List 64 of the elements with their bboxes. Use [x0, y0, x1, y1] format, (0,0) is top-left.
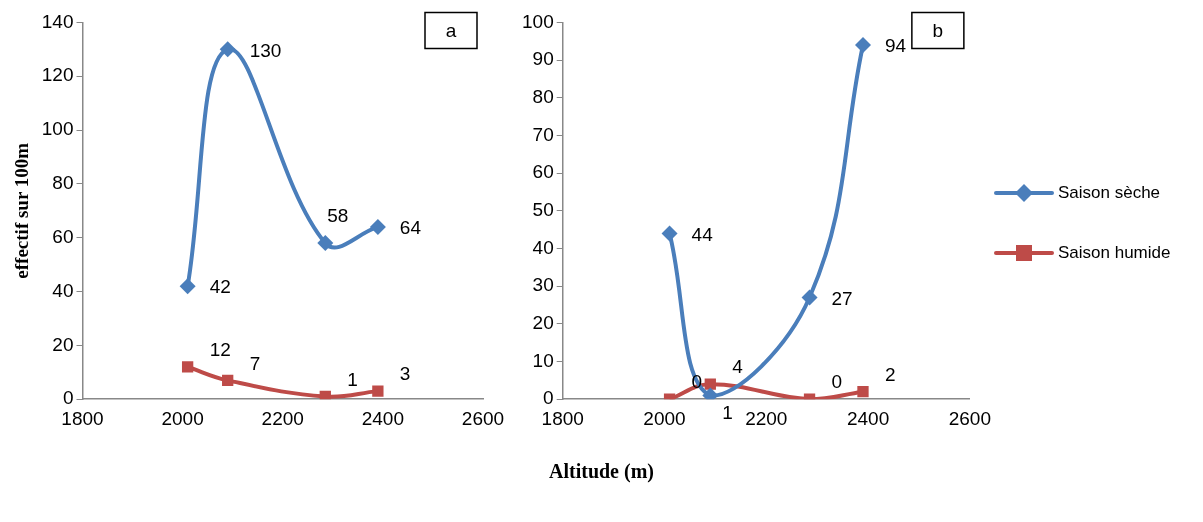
x-tick-label: 2600 [461, 407, 505, 429]
y-tick-label: 60 [52, 225, 74, 247]
y-tick-label: 10 [532, 349, 554, 371]
data-label: 7 [249, 352, 261, 374]
data-label: 0 [691, 371, 703, 393]
point [801, 289, 818, 306]
x-tick-label: 2200 [745, 407, 788, 429]
x-tick-label: 2000 [161, 407, 204, 429]
annotation: a [445, 19, 457, 41]
annotation: b [932, 19, 944, 41]
y-tick-label: 0 [62, 387, 74, 409]
point [222, 374, 234, 387]
x-tick-label: 1800 [61, 407, 104, 429]
point [181, 361, 194, 373]
y-tick-label: 30 [532, 274, 554, 296]
point [857, 386, 869, 398]
data-label: 42 [209, 276, 231, 298]
y-tick-label: 60 [532, 161, 554, 183]
x-tick-label: 1800 [541, 407, 584, 429]
x-tick-label: 2400 [846, 407, 890, 429]
y-tick-label: 40 [52, 279, 74, 301]
point [179, 278, 196, 295]
y-tick-label: 80 [52, 172, 74, 194]
point [854, 37, 871, 54]
point [704, 378, 716, 390]
legend-label: Saison humide [1058, 243, 1171, 263]
point [219, 41, 236, 58]
data-label: 58 [327, 205, 349, 227]
legend-label: Saison sèche [1058, 183, 1161, 203]
y-tick-label: 80 [532, 85, 554, 107]
y-tick-label: 20 [52, 333, 74, 355]
data-label: 1 [722, 401, 733, 423]
data-label: 1 [347, 368, 358, 390]
point [317, 235, 334, 252]
y-tick-label: 90 [532, 48, 554, 70]
data-label: 0 [831, 371, 843, 393]
data-label: 2 [884, 363, 896, 385]
y-tick-label: 100 [41, 118, 74, 140]
x-tick-label: 2600 [948, 407, 992, 429]
data-label: 94 [884, 35, 907, 57]
y-tick-label: 120 [41, 64, 74, 86]
y-tick-label: 70 [532, 123, 554, 145]
y-tick-label: 50 [532, 199, 554, 221]
data-label: 3 [399, 363, 411, 385]
data-label: 4 [732, 356, 744, 378]
y-tick-label: 40 [532, 236, 554, 258]
point [319, 390, 331, 400]
x-tick-label: 2400 [361, 407, 405, 429]
point [369, 218, 386, 235]
y-tick-label: 20 [532, 312, 554, 334]
y-tick-label: 140 [41, 10, 74, 32]
point [372, 385, 384, 397]
y-tick-label: 0 [543, 387, 554, 409]
data-label: 44 [691, 223, 714, 245]
y-axis-title: effectif sur 100m [11, 142, 33, 279]
data-label: 12 [209, 339, 231, 361]
point [661, 225, 678, 242]
data-label: 27 [831, 287, 853, 309]
x-axis-title: Altitude (m) [548, 460, 655, 483]
data-label: 64 [399, 217, 422, 239]
y-tick-label: 100 [522, 10, 554, 32]
x-tick-label: 2000 [643, 407, 686, 429]
data-label: 130 [249, 39, 282, 61]
x-tick-label: 2200 [261, 407, 304, 429]
